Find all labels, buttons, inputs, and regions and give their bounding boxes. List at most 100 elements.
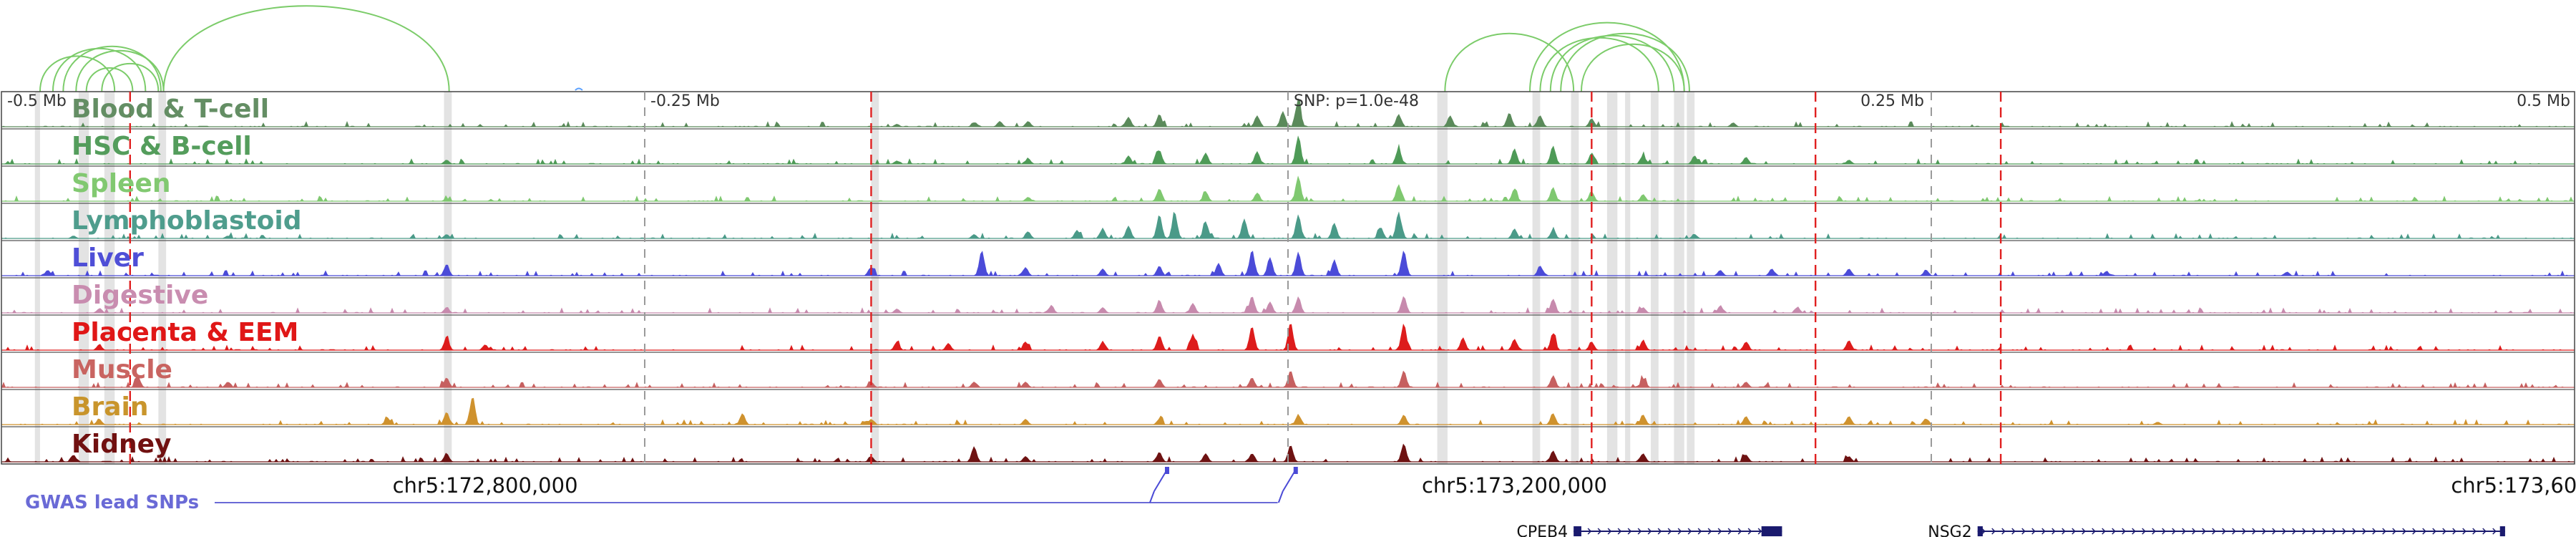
strand-arrow-icon	[2031, 528, 2036, 535]
strand-arrow-icon	[1647, 528, 1652, 535]
interaction-arcs	[39, 5, 1690, 92]
gene-label: NSG2	[1928, 523, 1971, 537]
strand-arrow-icon	[2172, 528, 2176, 535]
strand-arrow-icon	[2232, 528, 2236, 535]
strand-arrow-icon	[1737, 528, 1742, 535]
gene: NSG2	[1928, 523, 2505, 537]
strand-arrow-icon	[2182, 528, 2186, 535]
strand-arrow-icon	[1727, 528, 1732, 535]
strand-arrow-icon	[2212, 528, 2216, 535]
track-label: Lymphoblastoid	[72, 206, 302, 236]
gwas-snp-tick	[1277, 490, 1284, 503]
track-label: Spleen	[72, 169, 171, 198]
strand-arrow-icon	[2332, 528, 2336, 535]
strand-arrow-icon	[2001, 528, 2006, 535]
track-label: Placenta & EEM	[72, 318, 298, 347]
strand-arrow-icon	[2272, 528, 2276, 535]
strand-arrow-icon	[2412, 528, 2416, 535]
strand-arrow-icon	[1697, 528, 1702, 535]
coordinate-label: chr5:173,200,000	[1422, 473, 1607, 498]
interaction-arc	[1529, 21, 1685, 92]
strand-arrow-icon	[2492, 528, 2497, 535]
snp-pvalue-label: SNP: p=1.0e-48	[1294, 92, 1419, 110]
strand-arrow-icon	[2072, 528, 2076, 535]
strand-arrow-icon	[2021, 528, 2026, 535]
interaction-arc	[1560, 32, 1690, 92]
gene-exon	[1574, 526, 1581, 536]
coordinate-label: chr5:173,600,000	[2451, 473, 2576, 498]
strand-arrow-icon	[2222, 528, 2226, 535]
strand-arrow-icon	[1677, 528, 1682, 535]
strand-arrow-icon	[2312, 528, 2316, 535]
interaction-arc	[162, 5, 450, 92]
strand-arrow-icon	[2422, 528, 2426, 535]
strand-arrow-icon	[2472, 528, 2477, 535]
strand-arrow-icon	[2282, 528, 2286, 535]
signal-area	[1, 443, 2575, 462]
track-label: Digestive	[72, 281, 208, 310]
coordinate-axis: chr5:172,800,000 chr5:173,200,000 chr5:173…	[393, 473, 2576, 498]
strand-arrow-icon	[2242, 528, 2246, 535]
strand-arrow-icon	[2352, 528, 2356, 535]
interaction-arc	[1549, 34, 1675, 92]
strand-arrow-icon	[2041, 528, 2046, 535]
strand-arrow-icon	[2482, 528, 2487, 535]
interaction-arc	[1444, 32, 1575, 92]
strand-arrow-icon	[1597, 528, 1602, 535]
strand-arrow-icon	[2051, 528, 2056, 535]
track-labels: -0.5 Mb -0.25 Mb 0.25 Mb 0.5 Mb SNP: p=1.0e-…	[7, 92, 2570, 459]
strand-arrow-icon	[1981, 528, 1986, 535]
strand-arrow-icon	[2092, 528, 2096, 535]
strand-arrow-icon	[2432, 528, 2436, 535]
interaction-arc	[101, 62, 160, 92]
offset-label: 0.25 Mb	[1860, 92, 1924, 110]
snp-marker-icon	[575, 87, 583, 91]
track-label: Kidney	[72, 430, 172, 459]
gene-exon	[1977, 526, 1983, 536]
gene-exon	[2499, 526, 2505, 536]
strand-arrow-icon	[2262, 528, 2266, 535]
gene-exon	[1761, 526, 1782, 536]
signal-area	[1, 323, 2575, 350]
track-label: Blood & T-cell	[72, 95, 269, 124]
strand-arrow-icon	[2302, 528, 2306, 535]
strand-arrow-icon	[1627, 528, 1632, 535]
strand-arrow-icon	[2362, 528, 2366, 535]
strand-arrow-icon	[1617, 528, 1622, 535]
offset-label: -0.5 Mb	[7, 92, 67, 110]
interaction-arc	[52, 47, 147, 92]
strand-arrow-icon	[2462, 528, 2467, 535]
gwas-snp-marker	[1293, 467, 1298, 474]
strand-arrow-icon	[2152, 528, 2156, 535]
gwas-track-label: GWAS lead SNPs	[25, 492, 199, 513]
track-label: Brain	[72, 392, 148, 422]
signal-track	[1, 250, 2575, 276]
strand-arrow-icon	[2342, 528, 2346, 535]
strand-arrow-icon	[1717, 528, 1722, 535]
strand-arrow-icon	[2392, 528, 2396, 535]
track-label: Liver	[72, 243, 144, 273]
strand-arrow-icon	[2452, 528, 2457, 535]
interaction-arc	[62, 45, 162, 92]
strand-arrow-icon	[2122, 528, 2126, 535]
track-label: HSC & B-cell	[72, 132, 252, 161]
signal-area	[1, 250, 2575, 276]
strand-arrow-icon	[1657, 528, 1662, 535]
strand-arrow-icon	[1607, 528, 1612, 535]
interaction-arc	[85, 67, 134, 92]
track-label: Muscle	[72, 355, 172, 384]
strand-arrow-icon	[1991, 528, 1996, 535]
strand-arrow-icon	[2292, 528, 2296, 535]
strand-arrow-icon	[2062, 528, 2066, 535]
strand-arrow-icon	[2102, 528, 2106, 535]
strand-arrow-icon	[2082, 528, 2086, 535]
strand-arrow-icon	[2442, 528, 2446, 535]
offset-label: 0.5 Mb	[2517, 92, 2570, 110]
strand-arrow-icon	[2112, 528, 2116, 535]
interaction-arc	[1539, 37, 1659, 92]
strand-arrow-icon	[2382, 528, 2386, 535]
signal-track	[1, 175, 2575, 202]
strand-arrow-icon	[2252, 528, 2256, 535]
gene-label: CPEB4	[1517, 523, 1568, 537]
